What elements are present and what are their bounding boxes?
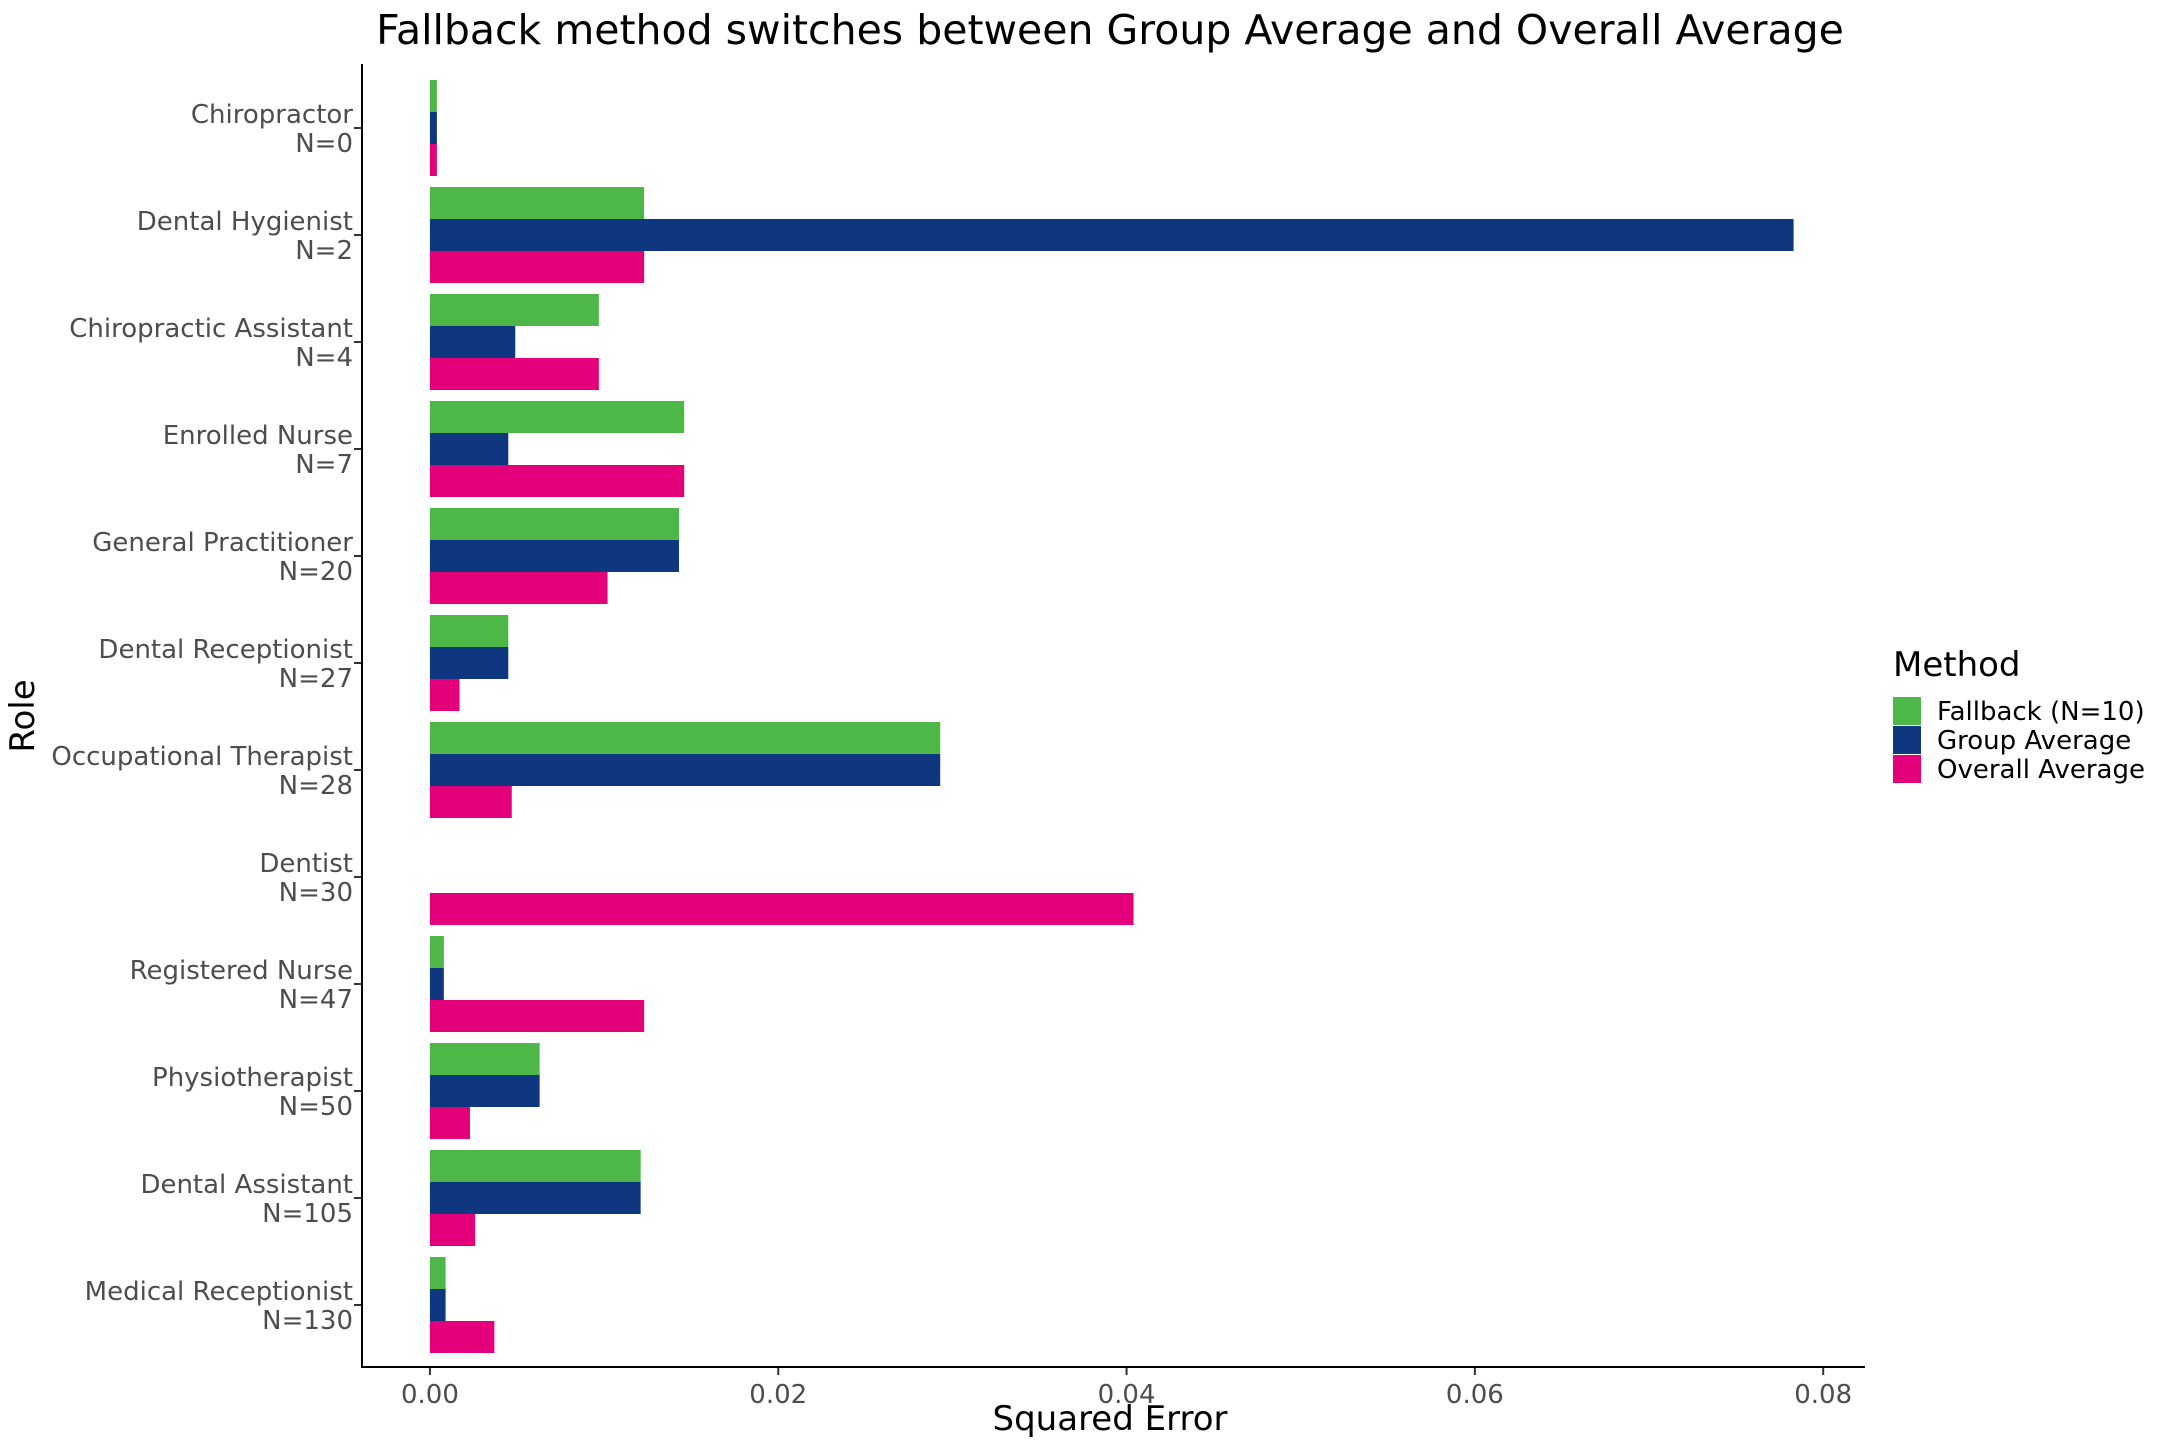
bar-overall-average-11 <box>429 1321 495 1353</box>
bar-group-average-8 <box>429 968 444 1000</box>
bar-fallback-2 <box>429 294 599 326</box>
bar-group-average-6 <box>429 754 941 786</box>
x-tick-label: 0.04 <box>1098 1380 1156 1410</box>
bar-fallback-5 <box>429 615 509 647</box>
y-tick-label-n: N=27 <box>279 664 353 694</box>
bar-overall-average-0 <box>429 144 437 176</box>
x-axis-ticks: 0.00 0.02 0.04 0.06 0.08 <box>401 1367 1852 1410</box>
legend-swatch-fallback <box>1893 697 1921 725</box>
bar-group-average-5 <box>429 647 509 679</box>
bar-overall-average-9 <box>429 1107 470 1139</box>
y-tick-label-n: N=7 <box>295 450 353 480</box>
legend: Method Fallback (N=10)Group AverageOvera… <box>1893 645 2145 785</box>
bar-fallback-3 <box>429 401 685 433</box>
y-tick-label-role: Occupational Therapist <box>51 742 353 772</box>
bar-group-average-3 <box>429 433 509 465</box>
y-tick-label-n: N=4 <box>295 343 353 373</box>
bar-group-average-4 <box>429 540 679 572</box>
y-tick-label-role: Chiropractor <box>191 100 353 130</box>
y-tick-label-n: N=20 <box>279 557 353 587</box>
x-tick-label: 0.00 <box>401 1380 459 1410</box>
y-tick-label-n: N=105 <box>262 1199 353 1229</box>
bar-group-average-11 <box>429 1289 446 1321</box>
y-tick-label-n: N=47 <box>279 985 353 1015</box>
y-tick-label-role: General Practitioner <box>92 528 353 558</box>
y-axis-title: Role <box>3 679 43 752</box>
y-tick-label-role: Dentist <box>259 849 353 879</box>
y-tick-label-n: N=30 <box>279 878 353 908</box>
bar-fallback-0 <box>429 80 437 112</box>
y-tick-label-n: N=28 <box>279 771 353 801</box>
bar-overall-average-8 <box>429 1000 645 1032</box>
bar-fallback-11 <box>429 1257 446 1289</box>
bar-overall-average-7 <box>429 893 1134 925</box>
bar-overall-average-4 <box>429 572 608 604</box>
bar-fallback-1 <box>429 187 645 219</box>
bar-overall-average-5 <box>429 679 460 711</box>
y-tick-label-n: N=0 <box>295 129 353 159</box>
legend-label-overall-average: Overall Average <box>1937 755 2145 785</box>
y-tick-label-role: Chiropractic Assistant <box>69 314 353 344</box>
y-tick-label-role: Dental Receptionist <box>98 635 353 665</box>
y-tick-label-role: Dental Assistant <box>140 1170 353 1200</box>
y-tick-label-role: Medical Receptionist <box>85 1277 353 1307</box>
bar-overall-average-3 <box>429 465 685 497</box>
bar-fallback-4 <box>429 508 679 540</box>
bar-fallback-6 <box>429 722 941 754</box>
bars-layer <box>429 80 1794 1353</box>
x-axis-title: Squared Error <box>993 1399 1228 1439</box>
bar-overall-average-6 <box>429 786 512 818</box>
chart-title: Fallback method switches between Group A… <box>376 6 1844 54</box>
y-tick-label-role: Dental Hygienist <box>137 207 353 237</box>
y-tick-label-n: N=130 <box>262 1306 353 1336</box>
bar-overall-average-1 <box>429 251 645 283</box>
x-tick-label: 0.02 <box>749 1380 807 1410</box>
y-tick-label-role: Enrolled Nurse <box>163 421 353 451</box>
y-tick-label-n: N=2 <box>295 236 353 266</box>
bar-group-average-10 <box>429 1182 641 1214</box>
bar-overall-average-2 <box>429 358 599 390</box>
y-tick-label-role: Registered Nurse <box>130 956 353 986</box>
legend-title: Method <box>1893 645 2021 685</box>
bar-fallback-8 <box>429 936 444 968</box>
legend-label-group-average: Group Average <box>1937 726 2131 756</box>
bar-group-average-2 <box>429 326 516 358</box>
legend-swatch-overall-average <box>1893 755 1921 783</box>
x-tick-label: 0.08 <box>1794 1380 1852 1410</box>
bar-group-average-1 <box>429 219 1794 251</box>
bar-fallback-10 <box>429 1150 641 1182</box>
bar-group-average-0 <box>429 112 437 144</box>
bar-overall-average-10 <box>429 1214 476 1246</box>
bar-group-average-9 <box>429 1075 540 1107</box>
bar-fallback-9 <box>429 1043 540 1075</box>
x-tick-label: 0.06 <box>1446 1380 1504 1410</box>
legend-label-fallback: Fallback (N=10) <box>1937 697 2145 727</box>
y-tick-label-n: N=50 <box>279 1092 353 1122</box>
legend-swatch-group-average <box>1893 726 1921 754</box>
y-tick-label-role: Physiotherapist <box>152 1063 353 1093</box>
